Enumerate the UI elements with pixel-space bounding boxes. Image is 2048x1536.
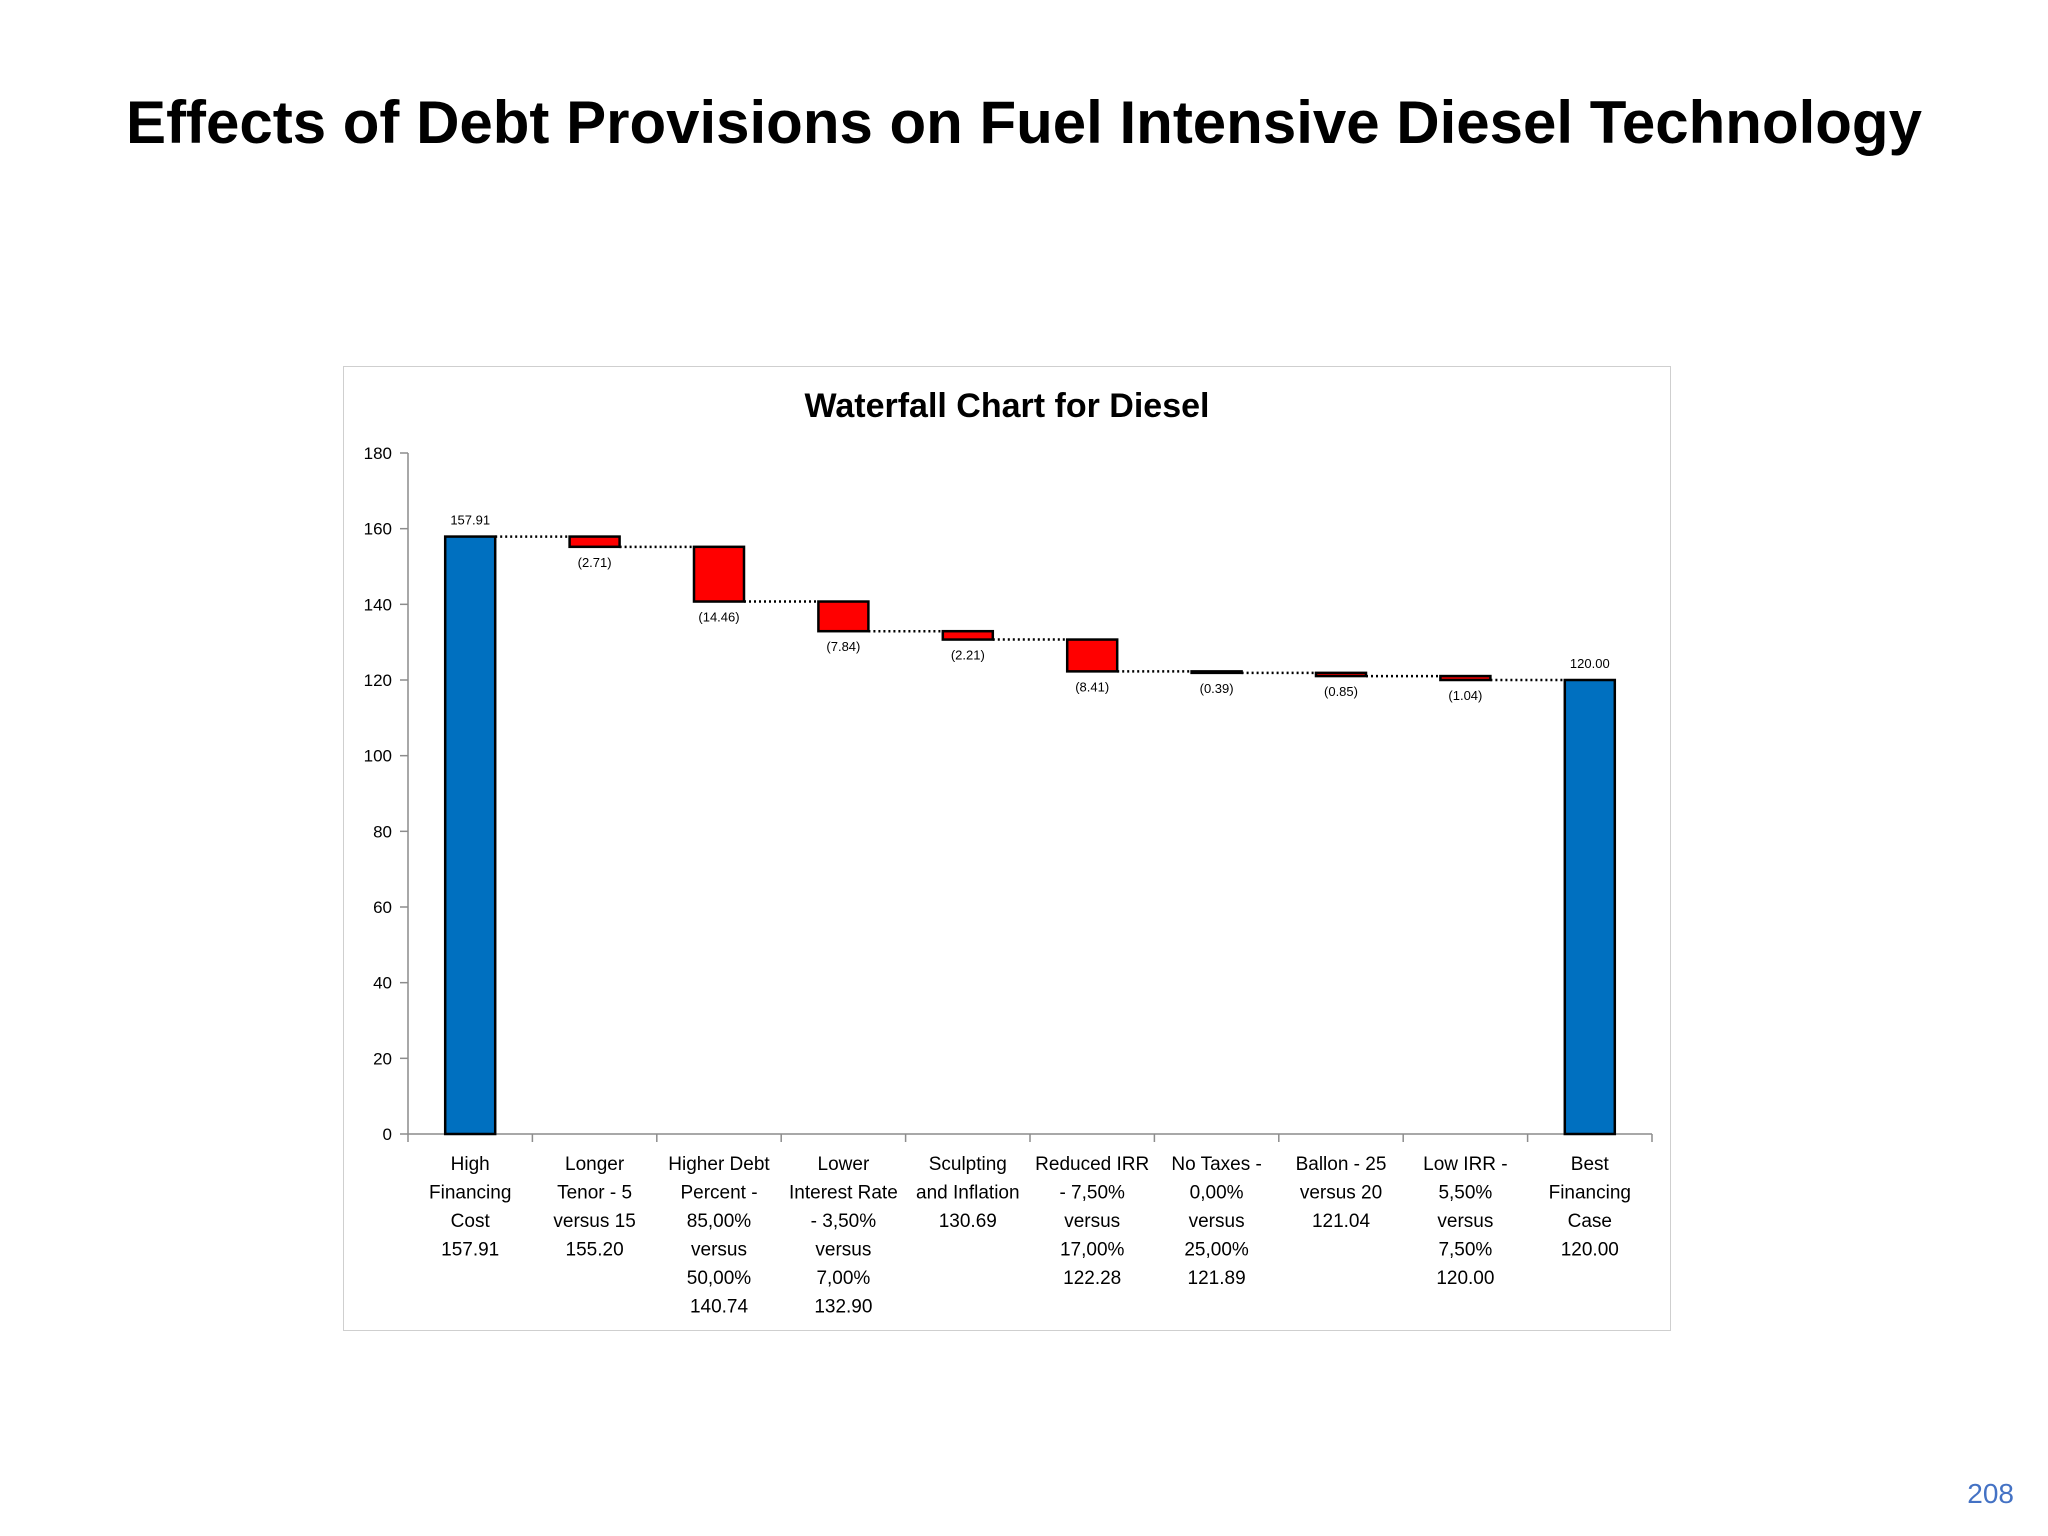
- category-label-line: 85,00%: [687, 1211, 752, 1232]
- category-label-line: 130.69: [939, 1211, 997, 1232]
- bar-value-label: (1.04): [1448, 688, 1482, 703]
- y-tick-label: 40: [373, 974, 392, 993]
- category-label-line: versus: [1064, 1211, 1120, 1232]
- decrease-bar: [568, 535, 621, 549]
- category-label-line: Financing: [1549, 1183, 1631, 1204]
- category-label: No Taxes - 0,00% versus 25,00% 121.89: [1171, 1154, 1261, 1289]
- decrease-bar: [941, 629, 995, 641]
- category-label-line: 120.00: [1436, 1268, 1494, 1289]
- category-label-line: No Taxes -: [1171, 1154, 1261, 1175]
- bar-value-label: (0.85): [1324, 684, 1358, 699]
- category-label: Best Financing Case 120.00: [1549, 1154, 1631, 1261]
- category-label-line: versus: [691, 1240, 747, 1261]
- y-tick-label: 0: [383, 1125, 392, 1144]
- y-tick-label: 140: [364, 595, 392, 614]
- category-label-line: Tenor - 5: [557, 1183, 632, 1204]
- axes: 0 20 40 60 80 100 120 140 160 180: [364, 444, 1653, 1144]
- bar-value-label: 157.91: [450, 513, 490, 528]
- y-tick-label: 180: [364, 444, 392, 463]
- category-label-line: 7,00%: [816, 1268, 870, 1289]
- category-label-line: Financing: [429, 1183, 511, 1204]
- chart-title: Waterfall Chart for Diesel: [805, 387, 1210, 425]
- bar-value-label: (2.21): [951, 648, 985, 663]
- page-number: 208: [1967, 1478, 2014, 1509]
- category-labels: High Financing Cost 157.91 Longer Tenor - 5 ve…: [429, 1154, 1631, 1318]
- category-label: High Financing Cost 157.91: [429, 1154, 511, 1261]
- total-bar: [1563, 678, 1617, 1136]
- category-label-line: 121.04: [1312, 1211, 1371, 1232]
- category-label-line: 140.74: [690, 1297, 749, 1318]
- bar-labels: 157.91 (2.71) (14.46) (7.84) (2.21) (8.41) (0.…: [450, 513, 1609, 703]
- y-tick-label: 120: [364, 671, 392, 690]
- bar-value-label: (0.39): [1200, 681, 1234, 696]
- category-label-line: 50,00%: [687, 1268, 752, 1289]
- decrease-bar: [1065, 638, 1119, 673]
- category-label-line: versus: [1437, 1211, 1493, 1232]
- category-label-line: 5,50%: [1438, 1183, 1492, 1204]
- category-label-line: Low IRR -: [1423, 1154, 1507, 1175]
- category-label-line: Sculpting: [929, 1154, 1007, 1175]
- category-label-line: Longer: [565, 1154, 625, 1175]
- category-label-line: Cost: [451, 1211, 491, 1232]
- category-label-line: Lower: [818, 1154, 870, 1175]
- category-label-line: versus: [1189, 1211, 1245, 1232]
- category-label-line: 132.90: [814, 1297, 872, 1318]
- category-label-line: Interest Rate: [789, 1183, 898, 1204]
- category-label: Sculpting and Inflation 130.69: [916, 1154, 1020, 1232]
- category-label-line: Higher Debt: [668, 1154, 770, 1175]
- category-label: Ballon - 25 versus 20 121.04: [1296, 1154, 1387, 1232]
- y-tick-label: 20: [373, 1049, 392, 1068]
- y-tick-label: 160: [364, 520, 392, 539]
- category-label-line: Reduced IRR: [1035, 1154, 1149, 1175]
- decrease-bar: [1439, 674, 1492, 682]
- category-label: Higher Debt Percent - 85,00% versus 50,00% 14…: [668, 1154, 770, 1318]
- category-label-line: High: [451, 1154, 490, 1175]
- bars: [443, 535, 1617, 1136]
- total-bar: [443, 535, 497, 1136]
- bar-value-label: (14.46): [698, 610, 739, 625]
- bar-value-label: (8.41): [1075, 679, 1109, 694]
- category-label-line: 25,00%: [1184, 1240, 1249, 1261]
- bar-value-label: (2.71): [578, 555, 612, 570]
- category-label-line: Percent -: [680, 1183, 757, 1204]
- y-tick-label: 80: [373, 822, 392, 841]
- category-label-line: Best: [1571, 1154, 1610, 1175]
- decrease-bar: [1314, 671, 1368, 678]
- category-label-line: - 3,50%: [811, 1211, 877, 1232]
- category-label-line: 122.28: [1063, 1268, 1121, 1289]
- category-label-line: 120.00: [1561, 1240, 1619, 1261]
- category-label-line: versus: [815, 1240, 871, 1261]
- chart-frame: [343, 366, 1671, 1331]
- decrease-bar: [1190, 670, 1243, 675]
- category-label: Low IRR - 5,50% versus 7,50% 120.00: [1423, 1154, 1507, 1289]
- category-label: Lower Interest Rate - 3,50% versus 7,00% 132.…: [789, 1154, 898, 1318]
- category-label: Reduced IRR - 7,50% versus 17,00% 122.28: [1035, 1154, 1149, 1289]
- category-label-line: 7,50%: [1438, 1240, 1492, 1261]
- y-tick-label: 100: [364, 747, 392, 766]
- slide-title: Effects of Debt Provisions on Fuel Inten…: [126, 89, 1922, 156]
- connector-lines: [495, 535, 1565, 682]
- category-label-line: - 7,50%: [1059, 1183, 1125, 1204]
- category-label-line: 157.91: [441, 1240, 499, 1261]
- category-label-line: 121.89: [1188, 1268, 1246, 1289]
- category-label-line: 17,00%: [1060, 1240, 1125, 1261]
- decrease-bar: [692, 545, 746, 603]
- category-label-line: versus 15: [553, 1211, 635, 1232]
- decrease-bar: [817, 600, 870, 633]
- category-label-line: Ballon - 25: [1296, 1154, 1387, 1175]
- bar-value-label: (7.84): [826, 639, 860, 654]
- category-label-line: 0,00%: [1190, 1183, 1244, 1204]
- y-tick-label: 60: [373, 898, 392, 917]
- bar-value-label: 120.00: [1570, 656, 1610, 671]
- category-label: Longer Tenor - 5 versus 15 155.20: [553, 1154, 635, 1261]
- category-label-line: Case: [1568, 1211, 1612, 1232]
- category-label-line: and Inflation: [916, 1183, 1020, 1204]
- category-label-line: versus 20: [1300, 1183, 1382, 1204]
- category-label-line: 155.20: [566, 1240, 624, 1261]
